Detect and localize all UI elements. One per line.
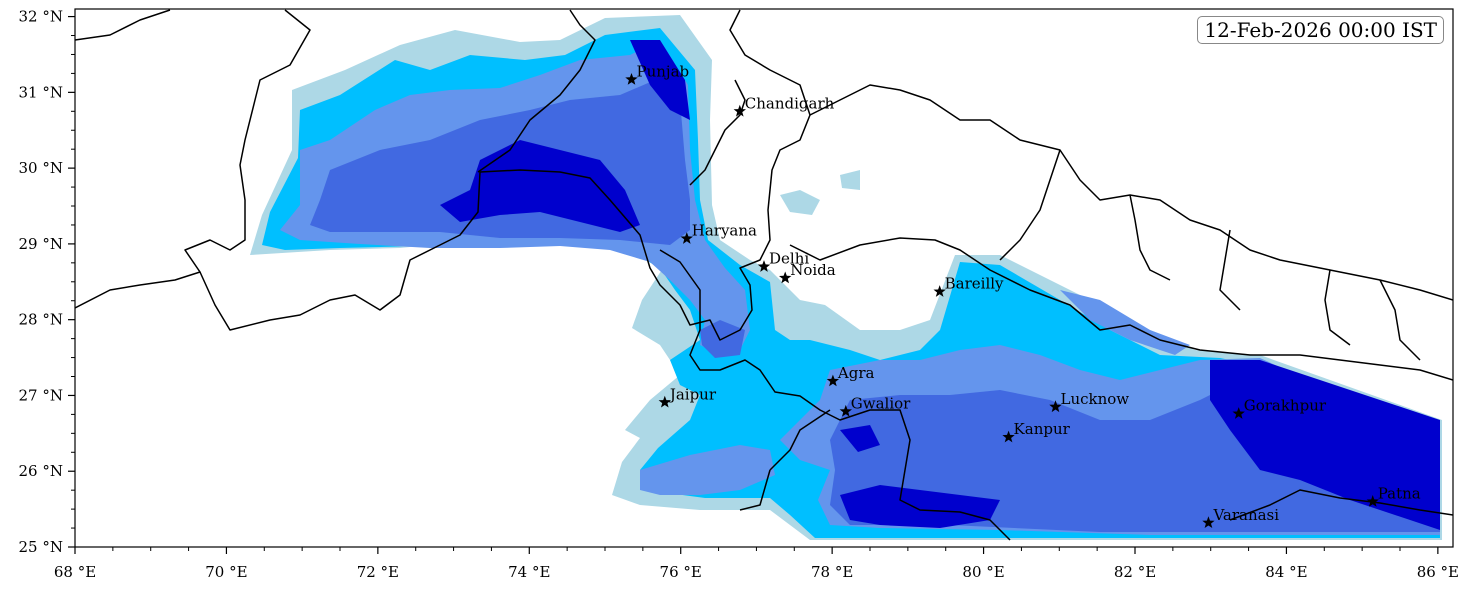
city-label: Gwalior xyxy=(851,394,911,412)
admin-boundaries xyxy=(75,9,1453,541)
city-label: Varanasi xyxy=(1212,506,1279,524)
x-tick-label: 84 °E xyxy=(1265,563,1307,581)
boundary-line xyxy=(1229,489,1453,521)
city-label: Agra xyxy=(837,364,875,382)
city-star-icon xyxy=(839,404,852,417)
boundary-line xyxy=(769,409,831,471)
city-label: Kanpur xyxy=(1014,420,1071,438)
boundary-line xyxy=(199,9,811,341)
x-tick-label: 68 °E xyxy=(54,563,96,581)
city-star-icon xyxy=(658,395,671,408)
city-star-icon xyxy=(733,104,746,117)
city-star-icon xyxy=(779,271,792,284)
boundary-line xyxy=(75,9,311,309)
x-tick-label: 70 °E xyxy=(205,563,247,581)
y-tick-label: 27 °N xyxy=(19,386,63,404)
boundary-line xyxy=(689,79,746,186)
boundary-line xyxy=(809,84,1453,301)
city-star-icon xyxy=(1202,516,1215,528)
y-tick-label: 32 °N xyxy=(19,8,63,26)
city-star-icon xyxy=(826,374,840,387)
boundary-line xyxy=(477,9,596,173)
city-label: Lucknow xyxy=(1061,390,1130,408)
city-star-icon xyxy=(1366,495,1379,507)
axes: 68 °E 70 °E 72 °E 74 °E 76 °E 78 °E 80 °E 82 °E… xyxy=(19,8,1459,581)
city-label: Delhi xyxy=(769,250,809,268)
boundary-line xyxy=(1219,229,1241,311)
city-star-icon xyxy=(680,232,693,244)
city-label: Bareilly xyxy=(945,275,1004,293)
boundary-line xyxy=(739,469,771,511)
boundary-line xyxy=(659,249,1011,541)
x-tick-label: 82 °E xyxy=(1114,563,1156,581)
y-tick-label: 30 °N xyxy=(19,159,63,177)
y-tick-label: 28 °N xyxy=(19,311,63,329)
plot-frame xyxy=(74,8,1454,548)
city-star-icon xyxy=(1002,430,1015,443)
boundary-line xyxy=(1379,279,1421,361)
boundary-line xyxy=(75,9,171,41)
y-tick-label: 26 °N xyxy=(19,462,63,480)
x-tick-label: 76 °E xyxy=(660,563,702,581)
city-label: Haryana xyxy=(692,222,757,240)
y-tick-label: 29 °N xyxy=(19,235,63,253)
city-star-icon xyxy=(933,285,946,297)
boundary-line xyxy=(1324,269,1351,346)
x-tick-label: 72 °E xyxy=(357,563,399,581)
boundary-line xyxy=(999,149,1061,261)
city-label: Jaipur xyxy=(668,385,717,403)
city-label: Noida xyxy=(790,261,836,279)
city-star-icon xyxy=(625,73,638,85)
x-tick-label: 74 °E xyxy=(508,563,550,581)
city-star-icon xyxy=(1232,407,1245,419)
timestamp-label: 12-Feb-2026 00:00 IST xyxy=(1197,16,1444,44)
city-label: Patna xyxy=(1378,485,1421,503)
city-star-icon xyxy=(757,260,771,272)
x-tick-label: 86 °E xyxy=(1417,563,1459,581)
city-star-icon xyxy=(1049,400,1062,413)
boundary-line xyxy=(1129,194,1171,281)
city-label: Punjab xyxy=(637,62,690,80)
y-tick-label: 25 °N xyxy=(19,538,63,556)
contour-level-5 xyxy=(440,40,1440,530)
x-tick-label: 78 °E xyxy=(811,563,853,581)
x-tick-label: 80 °E xyxy=(962,563,1004,581)
y-tick-label: 31 °N xyxy=(19,83,63,101)
boundary-line xyxy=(789,237,1453,381)
city-label: Chandigarh xyxy=(745,94,835,112)
city-label: Gorakhpur xyxy=(1244,397,1327,415)
